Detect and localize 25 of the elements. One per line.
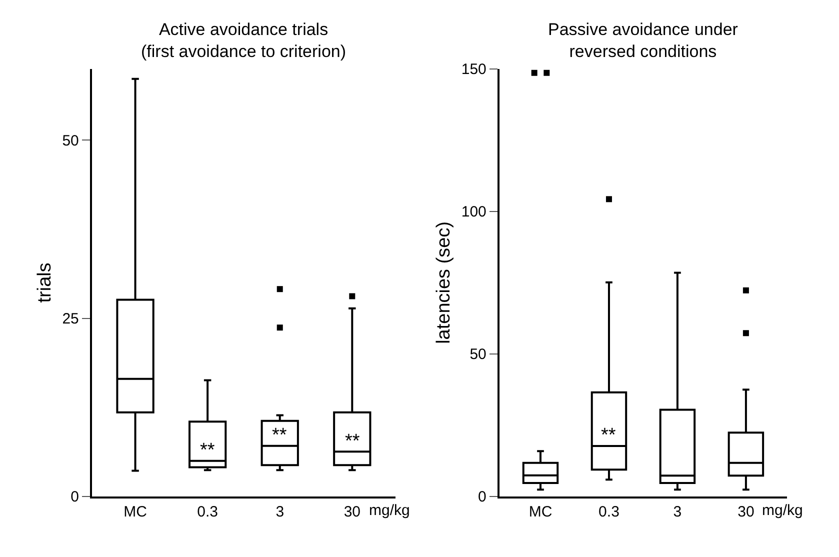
y-tick-label: 50	[62, 132, 79, 150]
y-tick-label: 150	[461, 61, 486, 78]
text: mg/kg	[369, 502, 410, 519]
x-tick-label: 3	[673, 503, 682, 520]
text: mg/kg	[762, 502, 803, 519]
x-tick-label: 30	[344, 503, 361, 520]
annotation: **	[272, 425, 288, 446]
y-axis-title: latencies (sec)	[434, 221, 455, 344]
y-tick-label: 100	[461, 204, 486, 221]
y-tick-label: 0	[478, 488, 486, 506]
chart-title: Active avoidance trials (first avoidance to criterion)	[141, 20, 346, 62]
annotation: **	[345, 431, 360, 452]
x-tick-label: MC	[528, 503, 552, 520]
x-tick-label: 30	[738, 503, 754, 520]
x-tick-label: 0.3	[197, 503, 218, 520]
y-axis-title: trials	[34, 262, 56, 303]
x-tick-label: 3	[276, 503, 284, 520]
x-tick-label: 0.3	[598, 503, 620, 520]
chart-title: Passive avoidance under reversed conditions	[548, 20, 738, 62]
y-tick-label: 0	[70, 488, 79, 506]
y-tick-label: 25	[62, 310, 79, 328]
y-tick-label: 50	[470, 346, 486, 364]
x-tick-label: MC	[124, 503, 148, 520]
annotation: **	[601, 425, 616, 446]
annotation: **	[200, 440, 216, 461]
